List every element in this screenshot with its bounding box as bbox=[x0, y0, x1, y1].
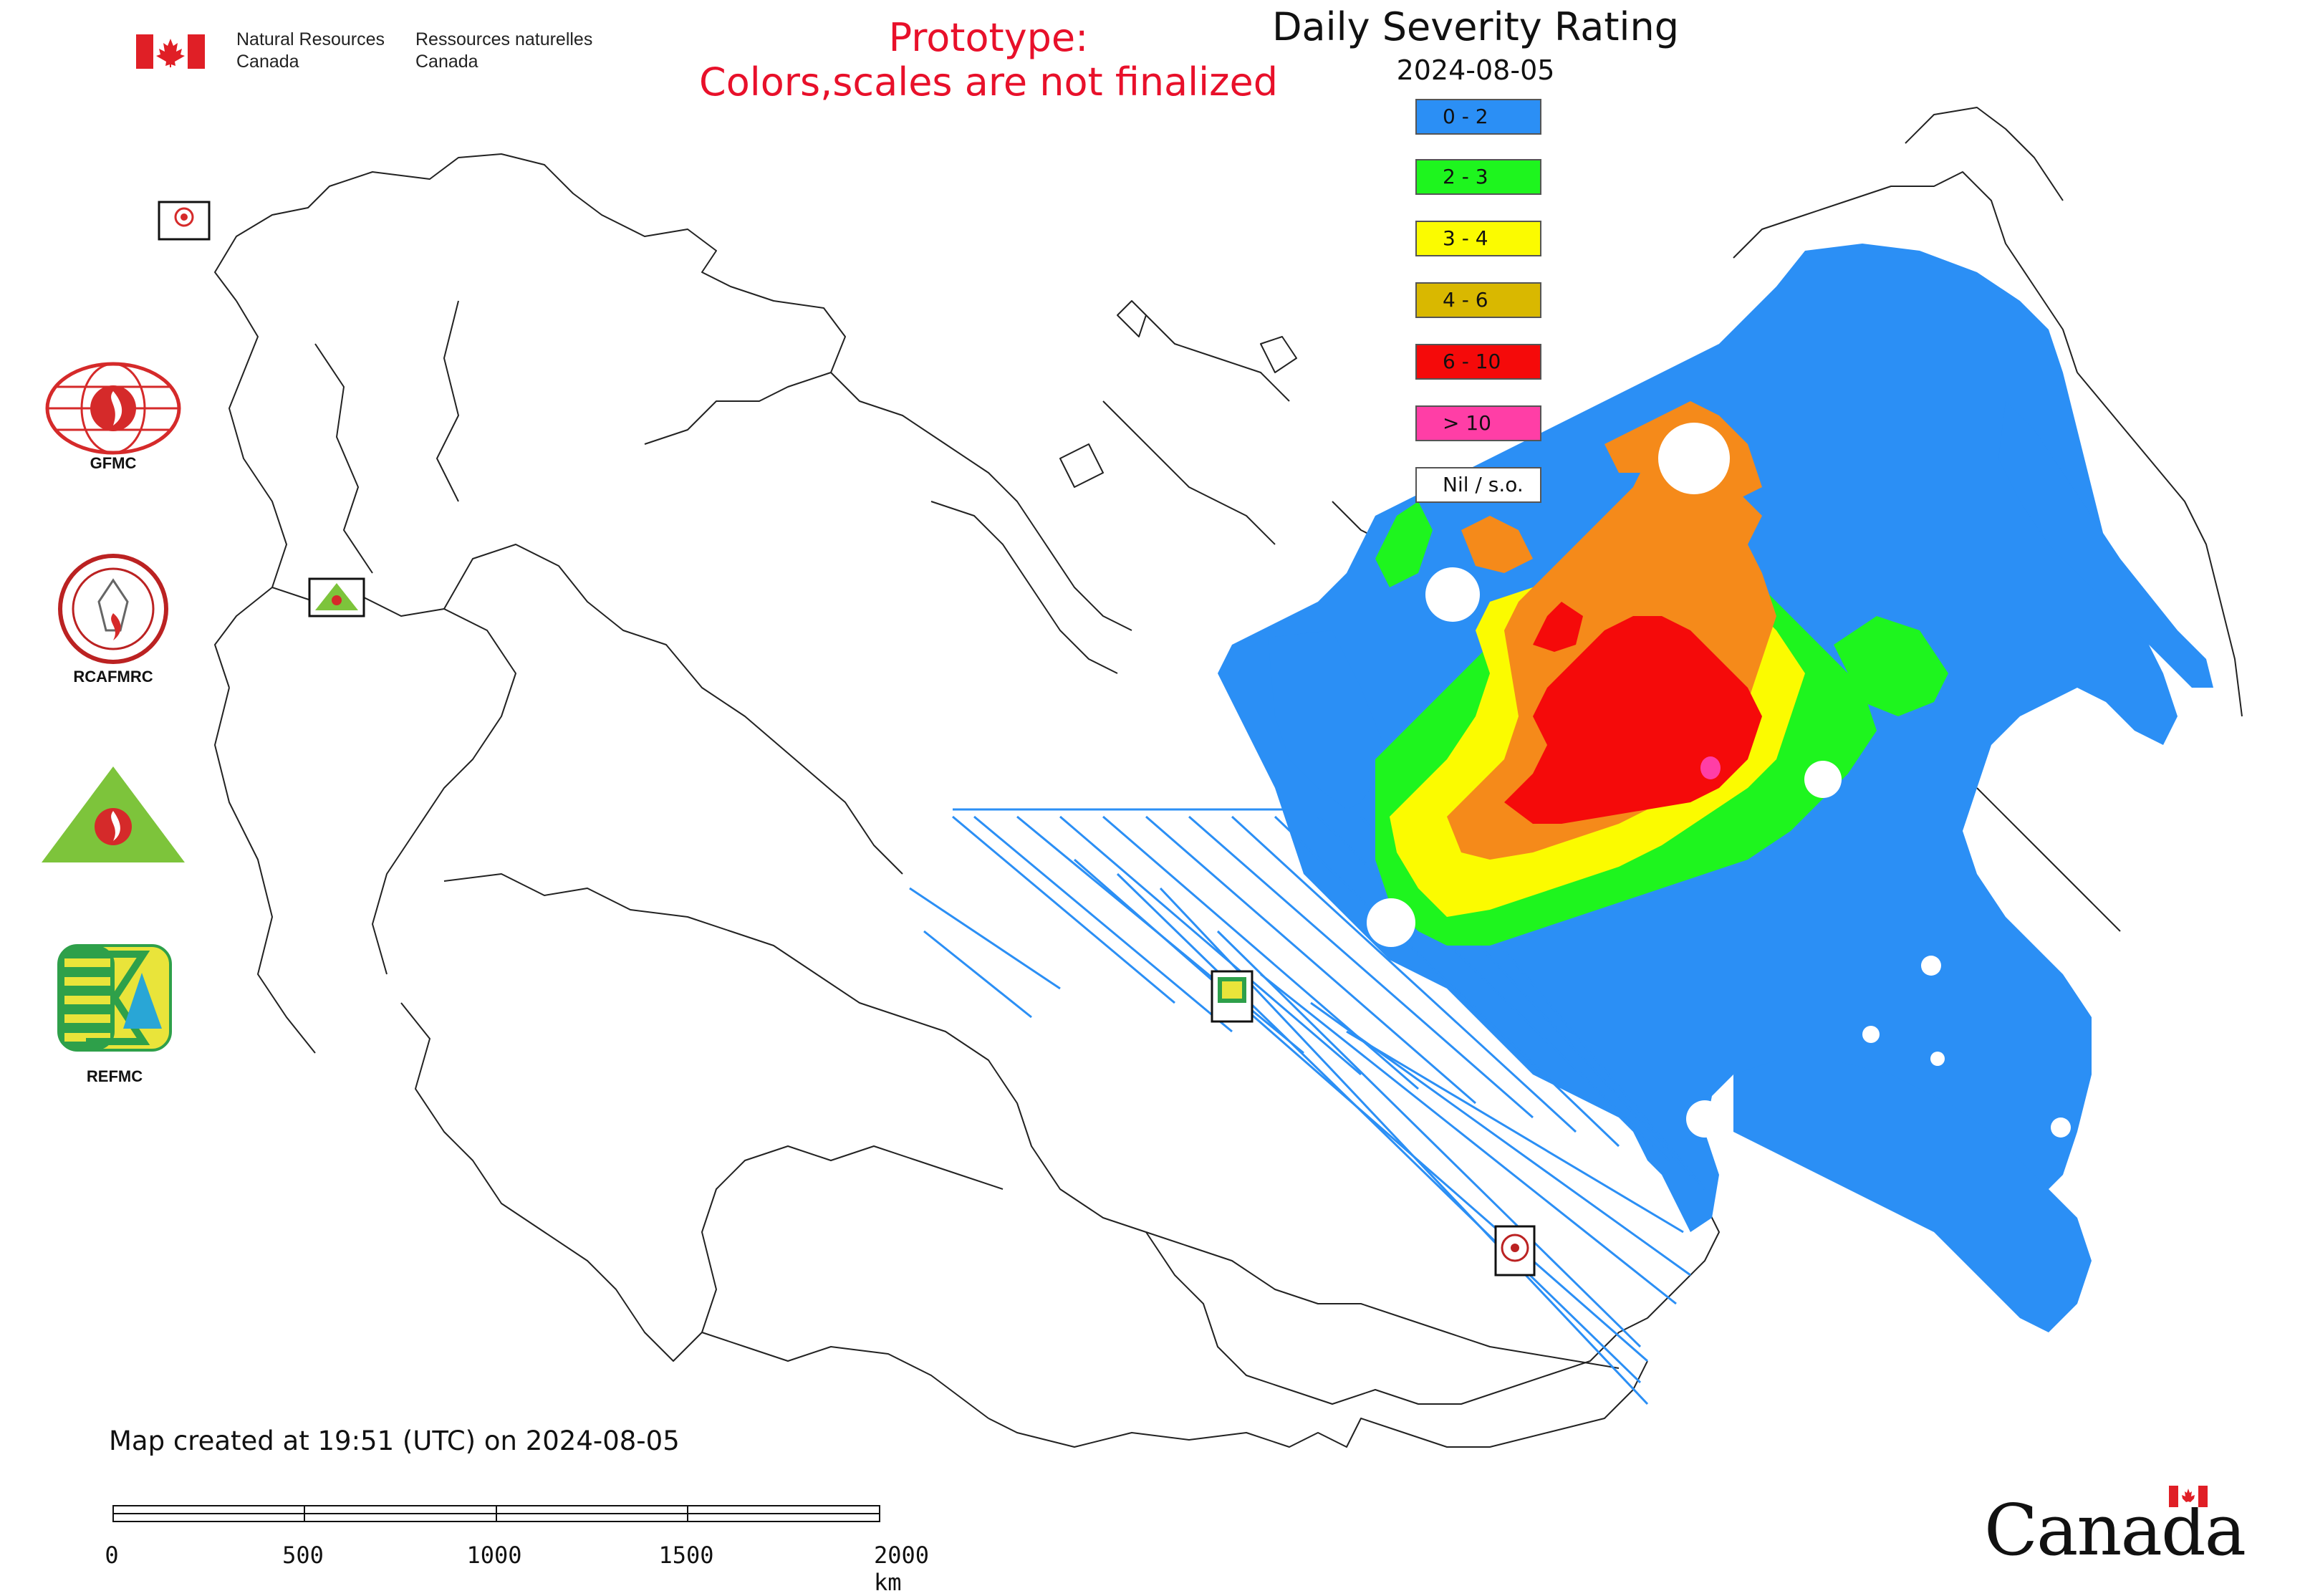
prototype-line-1: Prototype: bbox=[888, 15, 1089, 60]
scale-tick: 1500 bbox=[658, 1542, 714, 1569]
legend-label: Nil / s.o. bbox=[1443, 473, 1524, 496]
legend: 0 - 2 2 - 3 3 - 4 4 - 6 6 - 10 > 10 Nil … bbox=[1415, 99, 1544, 507]
gfmc-caption: GFMC bbox=[90, 454, 137, 472]
legend-item-nil: Nil / s.o. bbox=[1415, 467, 1544, 504]
prototype-notice: Prototype: Colors,scales are not finaliz… bbox=[630, 16, 1347, 105]
map-created-timestamp: Map created at 19:51 (UTC) on 2024-08-05 bbox=[109, 1426, 680, 1456]
map-title: Daily Severity Rating bbox=[1271, 4, 1680, 49]
legend-swatch bbox=[1415, 405, 1541, 441]
canada-wordmark-flag-icon bbox=[2169, 1486, 2208, 1507]
org-name-english: Natural Resources Canada bbox=[236, 29, 385, 72]
canada-wordmark: Canada bbox=[1984, 1486, 2246, 1572]
dsr-class-2-3-coast bbox=[1834, 616, 1948, 716]
legend-label: 2 - 3 bbox=[1443, 165, 1488, 188]
scale-tick: 0 bbox=[105, 1542, 119, 1569]
dsr-class-4-6-coast bbox=[1461, 516, 1533, 573]
legend-item-2-3: 2 - 3 bbox=[1415, 159, 1544, 196]
legend-swatch bbox=[1415, 221, 1541, 256]
dsr-class-6-10-north bbox=[1533, 602, 1583, 652]
legend-item-4-6: 4 - 6 bbox=[1415, 282, 1544, 319]
gfmc-marker bbox=[158, 201, 211, 241]
legend-swatch bbox=[1415, 467, 1541, 503]
scale-tick: 500 bbox=[282, 1542, 324, 1569]
legend-swatch bbox=[1415, 159, 1541, 195]
legend-swatch bbox=[1415, 282, 1541, 318]
scale-bar-graphic bbox=[112, 1505, 880, 1522]
legend-swatch bbox=[1415, 344, 1541, 380]
legend-label: 6 - 10 bbox=[1443, 350, 1501, 373]
refmc-logo-icon bbox=[57, 944, 172, 1052]
gfmc-logo: GFMC bbox=[42, 358, 185, 487]
refmc-caption: REFMC bbox=[86, 1067, 143, 1085]
dsr-class-2-3-north bbox=[1375, 501, 1433, 587]
dsr-swath-streaks bbox=[909, 808, 1706, 1405]
legend-label: 3 - 4 bbox=[1443, 226, 1488, 250]
reefmc-logo-icon bbox=[42, 766, 185, 862]
scale-tick: 2000 km bbox=[874, 1542, 930, 1596]
refmc-logo: REFMC bbox=[57, 944, 172, 1087]
legend-item-6-10: 6 - 10 bbox=[1415, 344, 1544, 381]
legend-swatch bbox=[1415, 99, 1541, 135]
legend-label: 0 - 2 bbox=[1443, 105, 1488, 128]
dsr-class-0-2-amur bbox=[1733, 1060, 2092, 1332]
org-name-french: Ressources naturelles Canada bbox=[415, 29, 593, 72]
reefmc-logo bbox=[37, 764, 189, 871]
rcafmrc-logo-icon bbox=[58, 554, 168, 664]
rcafmrc-marker bbox=[1494, 1225, 1536, 1277]
dsr-class-over-10-spot bbox=[1700, 756, 1721, 779]
legend-label: 4 - 6 bbox=[1443, 288, 1488, 312]
canada-flag-icon bbox=[136, 34, 205, 69]
boundary-lines bbox=[214, 107, 2243, 1448]
scale-tick: 1000 bbox=[466, 1542, 522, 1569]
refmc-marker bbox=[1211, 970, 1254, 1023]
rcafmrc-logo: RCAFMRC bbox=[56, 552, 170, 695]
dsr-raster bbox=[909, 244, 2213, 1405]
dsr-class-6-10-area bbox=[1504, 616, 1762, 824]
prototype-line-2: Colors,scales are not finalized bbox=[699, 59, 1278, 105]
nrcan-signature: Natural Resources Canada Ressources natu… bbox=[136, 29, 609, 79]
gfmc-logo-icon bbox=[45, 362, 181, 455]
dsr-class-0-2-kamchatka bbox=[1998, 401, 2213, 688]
center-markers bbox=[158, 201, 1536, 1277]
rcafmrc-caption: RCAFMRC bbox=[73, 668, 153, 686]
reefmc-marker bbox=[308, 577, 365, 617]
map-date: 2024-08-05 bbox=[1396, 54, 1555, 86]
legend-label: > 10 bbox=[1443, 411, 1491, 435]
dsr-class-0-2-west bbox=[1268, 630, 1390, 809]
legend-item-3-4: 3 - 4 bbox=[1415, 221, 1544, 258]
legend-item-0-2: 0 - 2 bbox=[1415, 99, 1544, 136]
legend-item-over-10: > 10 bbox=[1415, 405, 1544, 443]
scale-bar: 0 500 1000 1500 2000 km bbox=[93, 1499, 981, 1596]
